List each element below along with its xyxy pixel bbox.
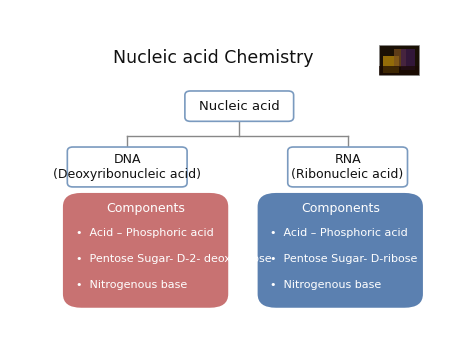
- FancyBboxPatch shape: [258, 193, 423, 308]
- FancyBboxPatch shape: [63, 193, 228, 308]
- Text: RNA
(Ribonucleic acid): RNA (Ribonucleic acid): [292, 153, 404, 181]
- Text: Nucleic acid Chemistry: Nucleic acid Chemistry: [113, 49, 314, 67]
- FancyBboxPatch shape: [379, 66, 419, 75]
- FancyBboxPatch shape: [401, 49, 415, 70]
- Text: •  Acid – Phosphoric acid: • Acid – Phosphoric acid: [76, 228, 213, 238]
- FancyBboxPatch shape: [67, 147, 187, 187]
- FancyBboxPatch shape: [288, 147, 408, 187]
- Text: DNA
(Deoxyribonucleic acid): DNA (Deoxyribonucleic acid): [53, 153, 201, 181]
- Text: •  Nitrogenous base: • Nitrogenous base: [76, 280, 187, 290]
- FancyBboxPatch shape: [383, 56, 399, 73]
- FancyBboxPatch shape: [379, 45, 419, 75]
- Text: •  Acid – Phosphoric acid: • Acid – Phosphoric acid: [271, 228, 408, 238]
- FancyBboxPatch shape: [185, 91, 293, 121]
- Text: •  Pentose Sugar- D-ribose: • Pentose Sugar- D-ribose: [271, 254, 418, 264]
- Text: •  Nitrogenous base: • Nitrogenous base: [271, 280, 382, 290]
- Text: Components: Components: [301, 202, 380, 215]
- Text: •  Pentose Sugar- D-2- deoxyribose: • Pentose Sugar- D-2- deoxyribose: [76, 254, 272, 264]
- Text: Nucleic acid: Nucleic acid: [199, 100, 280, 113]
- FancyBboxPatch shape: [393, 49, 406, 67]
- Text: Components: Components: [106, 202, 185, 215]
